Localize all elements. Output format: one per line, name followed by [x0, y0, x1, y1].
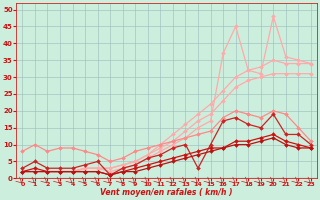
X-axis label: Vent moyen/en rafales ( km/h ): Vent moyen/en rafales ( km/h )	[100, 188, 233, 197]
